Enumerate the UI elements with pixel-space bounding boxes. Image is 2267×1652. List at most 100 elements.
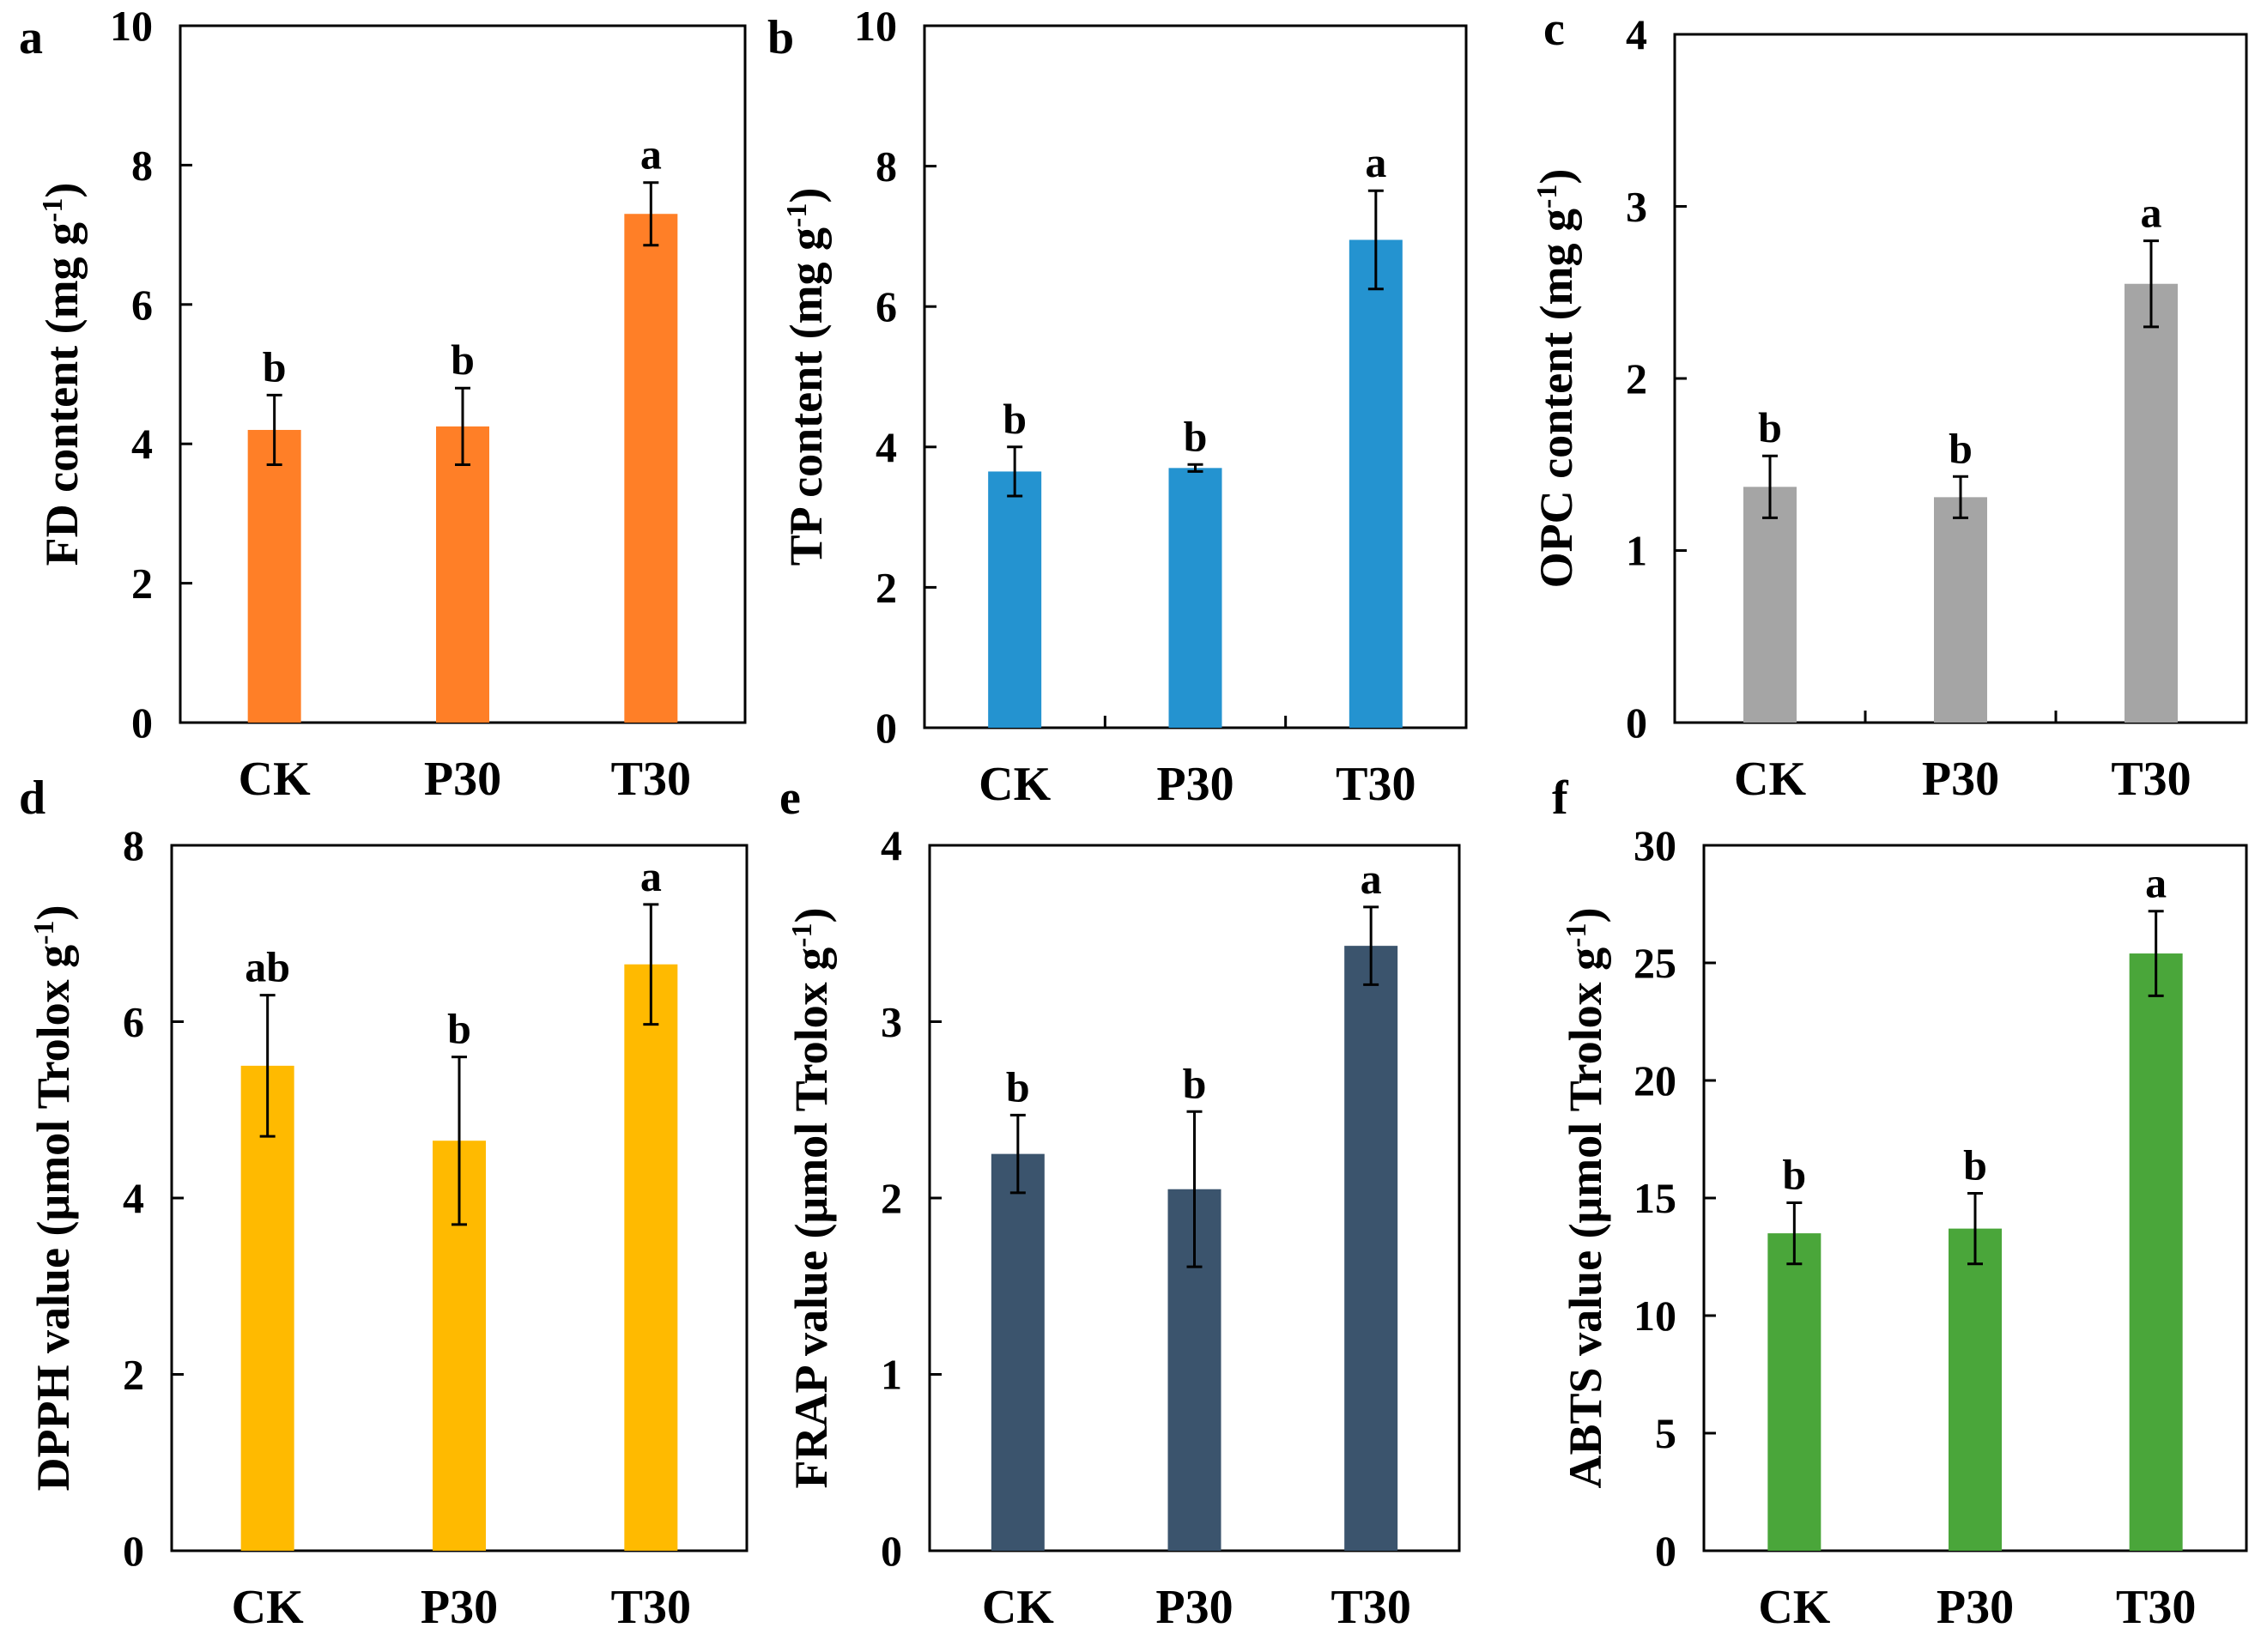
y-axis-title: TP content (mg g-1) — [780, 188, 832, 566]
y-axis-title: FD content (mg g-1) — [36, 183, 88, 566]
significance-label: a — [1361, 855, 1382, 903]
bar-CK — [1743, 487, 1797, 723]
category-label: CK — [982, 1581, 1054, 1634]
panel-d: d 0 2 4 6 8 ab CK b P30 a T30 DPPH value (μmol Trolo… — [19, 772, 749, 1634]
bar-CK — [991, 1153, 1045, 1551]
significance-label: b — [1782, 1150, 1806, 1198]
y-tick-label: 10 — [110, 2, 153, 50]
significance-label: a — [1365, 138, 1386, 186]
bar-CK — [247, 429, 301, 723]
significance-label: b — [1949, 424, 1973, 472]
significance-label: b — [1963, 1141, 1987, 1189]
y-tick-label: 8 — [123, 821, 144, 869]
significance-label: b — [1003, 395, 1027, 443]
category-label: T30 — [2111, 753, 2191, 806]
category-label: P30 — [424, 753, 501, 806]
category-label: T30 — [611, 753, 691, 806]
bar-T30 — [624, 964, 678, 1551]
significance-label: a — [640, 130, 662, 179]
significance-label: b — [1758, 403, 1782, 451]
bar-T30 — [2125, 283, 2178, 723]
y-tick-label: 2 — [1626, 354, 1647, 402]
y-tick-label: 10 — [1634, 1292, 1676, 1340]
category-label: CK — [232, 1581, 304, 1634]
significance-label: a — [2141, 189, 2162, 237]
y-axis-title-end: ) — [1531, 169, 1582, 185]
y-tick-label: 0 — [876, 704, 897, 752]
y-tick-label: 6 — [876, 282, 897, 330]
bar-T30 — [2129, 953, 2183, 1551]
y-tick-label: 30 — [1634, 821, 1676, 869]
significance-label: b — [1184, 412, 1208, 460]
y-tick-label: 3 — [881, 998, 902, 1046]
panel-letter: f — [1552, 772, 1569, 825]
panel-letter: c — [1543, 3, 1565, 56]
y-tick-label: 6 — [123, 998, 144, 1046]
y-tick-label: 0 — [123, 1527, 144, 1575]
y-axis-title-superscript: -1 — [37, 198, 69, 222]
bar-T30 — [1349, 239, 1403, 728]
y-tick-label: 0 — [881, 1527, 902, 1575]
bar-P30 — [1949, 1228, 2002, 1551]
y-tick-label: 8 — [131, 141, 153, 189]
y-tick-label: 4 — [123, 1174, 144, 1222]
category-label: T30 — [1336, 758, 1415, 811]
category-label: CK — [239, 753, 311, 806]
y-tick-label: 25 — [1634, 939, 1676, 987]
y-axis-title-end: ) — [780, 188, 832, 203]
y-axis-title-superscript: -1 — [786, 923, 818, 947]
y-axis-title-superscript: -1 — [781, 203, 813, 227]
y-axis-title-superscript: -1 — [1561, 923, 1592, 947]
bar-P30 — [1168, 468, 1222, 728]
category-label: T30 — [1330, 1581, 1410, 1634]
panel-a: a 0 2 4 6 8 10 b CK b P30 a T30 FD content (mg g-1) — [19, 2, 747, 806]
y-tick-label: 3 — [1626, 183, 1647, 231]
y-tick-label: 4 — [876, 423, 897, 471]
category-label: T30 — [611, 1581, 691, 1634]
y-tick-label: 20 — [1634, 1056, 1676, 1104]
category-label: P30 — [1922, 753, 1999, 806]
y-tick-label: 0 — [131, 699, 153, 747]
category-label: P30 — [1155, 1581, 1233, 1634]
y-tick-label: 4 — [1626, 10, 1647, 58]
y-axis-title-end: ) — [785, 908, 837, 923]
y-tick-label: 1 — [881, 1351, 902, 1399]
y-axis-title: DPPH value (μmol Trolox g-1) — [27, 905, 79, 1492]
panel-c: c 0 1 2 3 4 b CK b P30 a T30 OPC content (mg g-1) — [1531, 3, 2248, 806]
y-axis-title-end: ) — [27, 905, 79, 921]
bar-T30 — [1344, 946, 1398, 1551]
significance-label: b — [1006, 1062, 1030, 1110]
y-axis-title-superscript: -1 — [28, 921, 60, 945]
category-label: T30 — [2116, 1581, 2196, 1634]
panel-letter: b — [767, 11, 794, 64]
panel-b: b 0 2 4 6 8 10 b CK b P30 a T30 TP content (mg g-1) — [767, 2, 1468, 811]
y-tick-label: 4 — [881, 821, 902, 869]
significance-label: b — [451, 336, 475, 384]
y-tick-label: 1 — [1626, 527, 1647, 575]
y-tick-label: 10 — [854, 2, 897, 50]
panel-e: e 0 1 2 3 4 b CK b P30 a T30 FRAP value (μmol Trolox… — [779, 772, 1461, 1634]
y-axis-title-main: DPPH value (μmol Trolox g — [27, 945, 79, 1492]
y-tick-label: 0 — [1655, 1527, 1676, 1575]
panel-letter: e — [779, 772, 801, 825]
category-label: P30 — [1156, 758, 1234, 811]
y-axis-title-main: TP content (mg g — [780, 227, 832, 566]
y-axis-title-main: ABTS value (μmol Trolox g — [1560, 947, 1611, 1489]
y-tick-label: 2 — [131, 560, 153, 608]
bar-T30 — [624, 214, 678, 723]
panel-letter: a — [19, 11, 43, 64]
y-tick-label: 15 — [1634, 1174, 1676, 1222]
y-tick-label: 2 — [881, 1174, 902, 1222]
category-label: CK — [979, 758, 1051, 811]
category-label: CK — [1758, 1581, 1830, 1634]
bar-P30 — [1934, 497, 1987, 723]
y-tick-label: 8 — [876, 142, 897, 191]
y-axis-title-main: OPC content (mg g — [1531, 209, 1582, 588]
y-tick-label: 6 — [131, 281, 153, 329]
significance-label: a — [2145, 859, 2167, 907]
panel-f: f 0 5 10 15 20 25 30 b CK b P30 a T30 ABTS value (μmol… — [1552, 772, 2248, 1634]
significance-label: b — [447, 1005, 471, 1053]
y-axis-title-main: FRAP value (μmol Trolox g — [785, 947, 837, 1489]
significance-label: b — [1183, 1059, 1207, 1107]
y-axis-title: OPC content (mg g-1) — [1531, 169, 1582, 589]
